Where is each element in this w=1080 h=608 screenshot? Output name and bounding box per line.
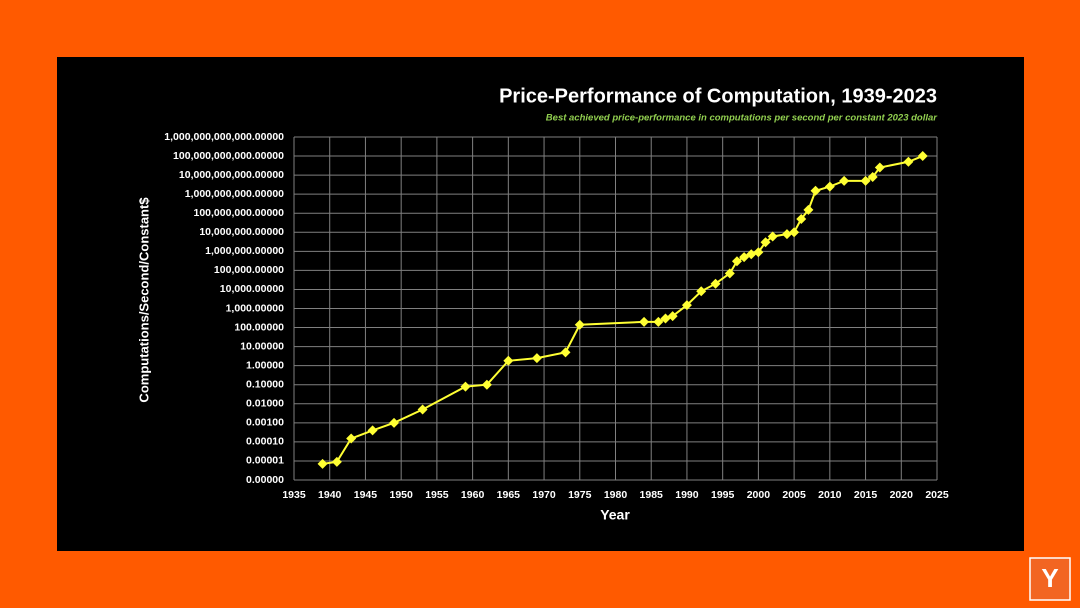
chart-subtitle: Best achieved price-performance in compu… (546, 113, 939, 124)
data-point (781, 229, 792, 240)
y-tick-label: 0.00001 (246, 455, 284, 467)
x-tick-label: 1980 (604, 489, 628, 501)
y-tick-label: 1,000,000,000,000.00000 (164, 131, 284, 143)
x-tick-label: 1965 (497, 489, 521, 501)
data-point (639, 316, 650, 327)
data-point (560, 347, 571, 358)
y-tick-label: 0.10000 (246, 379, 284, 391)
x-tick-label: 2020 (890, 489, 914, 501)
data-point (731, 256, 742, 267)
logo-box (1029, 557, 1071, 601)
data-point (389, 417, 400, 428)
x-tick-label: 1970 (532, 489, 556, 501)
y-tick-label: 10,000,000.00000 (199, 226, 284, 238)
x-tick-label: 1935 (282, 489, 306, 501)
data-point (696, 286, 707, 297)
data-point (810, 185, 821, 196)
y-tick-label: 0.00010 (246, 436, 284, 448)
data-point (724, 268, 735, 279)
logo: Y (1041, 563, 1058, 593)
data-point (860, 175, 871, 186)
x-tick-label: 1975 (568, 489, 592, 501)
y-tick-label: 1,000.00000 (226, 302, 285, 314)
data-point (681, 300, 692, 311)
data-point (789, 227, 800, 238)
data-point (367, 425, 378, 436)
data-point (331, 456, 342, 467)
x-tick-label: 2015 (854, 489, 878, 501)
x-tick-label: 1950 (389, 489, 413, 501)
chart-panel (57, 57, 1024, 551)
y-tick-label: 10,000.00000 (220, 283, 284, 295)
data-point (417, 404, 428, 415)
data-point (667, 311, 678, 322)
data-point (824, 181, 835, 192)
data-point (867, 171, 878, 182)
y-tick-label: 100,000.00000 (214, 264, 284, 276)
y-axis-label: Computations/Second/Constant$ (136, 197, 151, 403)
data-point (346, 433, 357, 444)
data-point (796, 213, 807, 224)
data-point (739, 252, 750, 263)
data-point (746, 249, 757, 260)
data-point (839, 175, 850, 186)
y-tick-label: 10.00000 (240, 340, 284, 352)
data-point (903, 156, 914, 167)
y-tick-label: 1,000,000,000.00000 (185, 188, 284, 200)
data-point (317, 458, 328, 469)
data-point (767, 231, 778, 242)
data-point (503, 355, 514, 366)
x-tick-label: 2005 (782, 489, 806, 501)
chart-title: Price-Performance of Computation, 1939-2… (499, 85, 937, 107)
x-tick-label: 1960 (461, 489, 485, 501)
x-tick-label: 1955 (425, 489, 449, 501)
x-tick-label: 1940 (318, 489, 342, 501)
data-point (753, 247, 764, 258)
y-tick-label: 0.01000 (246, 398, 284, 410)
y-tick-label: 100,000,000.00000 (193, 207, 284, 219)
y-tick-label: 0.00000 (246, 474, 284, 486)
data-point (803, 204, 814, 215)
data-point (874, 162, 885, 173)
x-tick-label: 2000 (747, 489, 771, 501)
x-tick-label: 1985 (640, 489, 664, 501)
y-tick-label: 1,000,000.00000 (205, 245, 284, 257)
data-point (460, 381, 471, 392)
y-tick-label: 1.00000 (246, 359, 284, 371)
data-point (760, 237, 771, 248)
x-tick-label: 2025 (925, 489, 949, 501)
x-tick-label: 1995 (711, 489, 735, 501)
y-tick-label: 100,000,000,000.00000 (173, 150, 284, 162)
x-tick-label: 2010 (818, 489, 842, 501)
y-tick-label: 100.00000 (234, 321, 284, 333)
x-tick-label: 1945 (354, 489, 378, 501)
data-point (653, 316, 664, 327)
y-tick-label: 0.00100 (246, 417, 284, 429)
data-point (917, 151, 928, 162)
data-point (710, 278, 721, 289)
data-point (531, 353, 542, 364)
x-axis-label: Year (600, 507, 630, 523)
data-point (574, 319, 585, 330)
data-point (481, 379, 492, 390)
x-tick-label: 1990 (675, 489, 699, 501)
y-tick-label: 10,000,000,000.00000 (179, 169, 284, 181)
